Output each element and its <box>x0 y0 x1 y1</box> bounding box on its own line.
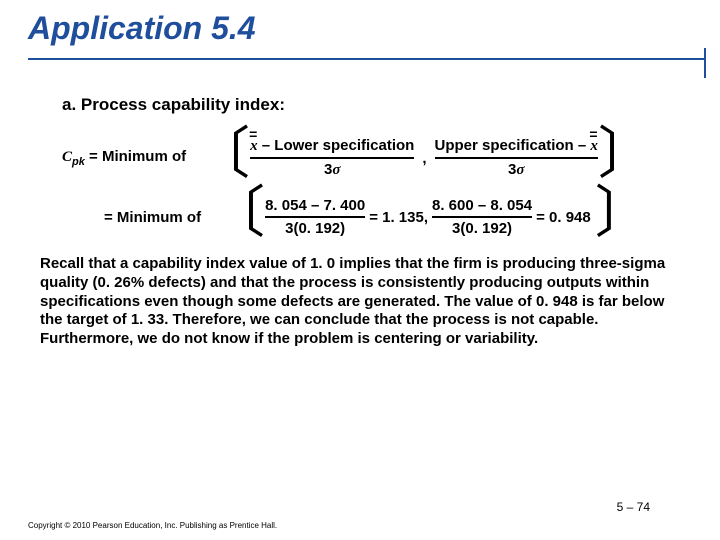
nfrac2-num: 8. 600 – 8. 054 <box>432 197 532 214</box>
numeric-lhs: = Minimum of <box>104 209 201 226</box>
formula-lhs: Cpk = Minimum of <box>62 148 186 168</box>
formula-cpk-symbolic: Cpk = Minimum of 〔 x – Lower specificati… <box>62 137 670 179</box>
fraction-bar <box>250 157 414 159</box>
slide-number: 5 – 74 <box>617 500 650 514</box>
xbar-icon: x <box>250 138 258 155</box>
fraction-pair-numeric: 8. 054 – 7. 400 3(0. 192) = 1. 135, 8. 6… <box>265 197 595 237</box>
fraction-bar <box>265 216 365 218</box>
slide-body: a. Process capability index: Cpk = Minim… <box>62 95 670 349</box>
formula-cpk-numeric: = Minimum of 〔 8. 054 – 7. 400 3(0. 192)… <box>104 197 670 237</box>
copyright-text: Copyright © 2010 Pearson Education, Inc.… <box>28 521 277 530</box>
frac2-den: 3σ <box>508 161 524 179</box>
fraction-2: Upper specification – x 3σ <box>435 137 598 179</box>
frac1-num: x – Lower specification <box>250 137 414 155</box>
frac2-num: Upper specification – x <box>435 137 598 155</box>
fraction-bar <box>432 216 532 218</box>
nfraction-2: 8. 600 – 8. 054 3(0. 192) <box>432 197 532 237</box>
cpk-C: C <box>62 149 72 165</box>
item-heading: a. Process capability index: <box>62 95 670 115</box>
slide-title: Application 5.4 <box>0 0 720 47</box>
frac1-den: 3σ <box>324 161 340 179</box>
result-2: = 0. 948 <box>536 209 591 226</box>
xbar-icon: x <box>590 138 598 155</box>
nfrac2-den: 3(0. 192) <box>452 220 512 237</box>
explanation-paragraph: Recall that a capability index value of … <box>40 255 680 349</box>
nfrac1-den: 3(0. 192) <box>285 220 345 237</box>
result-1: = 1. 135, <box>369 209 428 226</box>
fraction-bar <box>435 157 598 159</box>
title-rule <box>28 58 706 60</box>
fraction-1: x – Lower specification 3σ <box>250 137 414 179</box>
cpk-eq: = Minimum of <box>85 148 186 165</box>
nfraction-1: 8. 054 – 7. 400 3(0. 192) <box>265 197 365 237</box>
fraction-pair: x – Lower specification 3σ , Upper speci… <box>250 137 598 179</box>
nfrac1-num: 8. 054 – 7. 400 <box>265 197 365 214</box>
cpk-sub: pk <box>72 156 85 168</box>
separator: , <box>422 150 426 167</box>
